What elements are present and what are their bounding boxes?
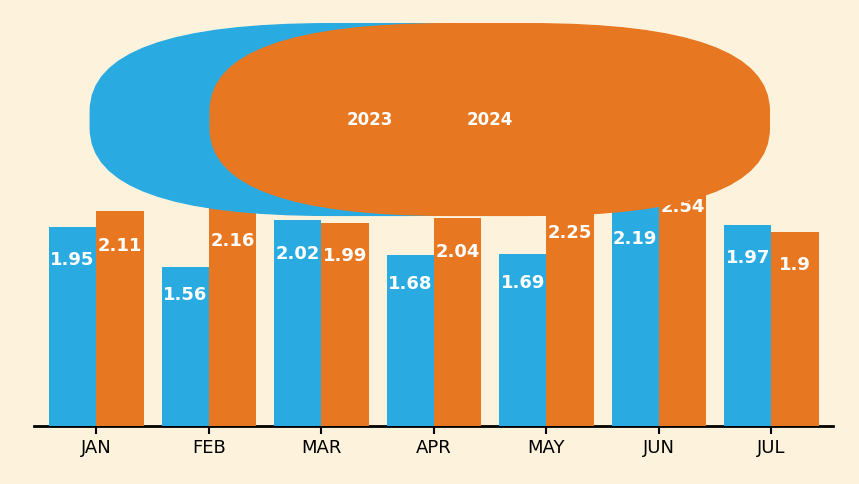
Text: 2.04: 2.04 <box>436 243 479 261</box>
Bar <box>161 267 209 426</box>
Text: In billion $: In billion $ <box>289 91 387 109</box>
Text: 2.19: 2.19 <box>613 229 657 247</box>
Text: 1.99: 1.99 <box>323 247 367 266</box>
Text: 1.69: 1.69 <box>501 274 545 292</box>
Bar <box>96 211 143 426</box>
Bar <box>321 223 369 426</box>
Text: 1.68: 1.68 <box>388 275 432 293</box>
FancyBboxPatch shape <box>210 24 770 215</box>
Title: TREND OF REMITTANCE INFLOW: TREND OF REMITTANCE INFLOW <box>108 89 759 123</box>
Text: 2.54: 2.54 <box>661 198 704 216</box>
Text: 2.16: 2.16 <box>210 232 254 250</box>
Bar <box>434 218 481 426</box>
Bar <box>274 220 321 426</box>
Text: 2.25: 2.25 <box>548 224 592 242</box>
Text: 2.02: 2.02 <box>276 245 320 263</box>
Bar <box>771 232 819 426</box>
Bar <box>724 225 771 426</box>
Text: 1.95: 1.95 <box>51 251 94 269</box>
Bar <box>612 203 659 426</box>
Text: 1.97: 1.97 <box>726 249 770 267</box>
Text: 1.56: 1.56 <box>163 286 207 304</box>
Text: SOURCE:: SOURCE: <box>438 95 504 109</box>
Text: 2024: 2024 <box>466 110 513 129</box>
Bar <box>546 197 594 426</box>
Text: BB: BB <box>485 95 507 109</box>
Bar <box>499 254 546 426</box>
Text: 1.9: 1.9 <box>779 256 811 273</box>
Text: 2.11: 2.11 <box>98 237 142 255</box>
Bar <box>209 206 256 426</box>
Bar <box>659 167 706 426</box>
Bar <box>49 227 96 426</box>
Bar <box>387 255 434 426</box>
FancyBboxPatch shape <box>90 24 649 215</box>
Text: 2023: 2023 <box>347 110 393 129</box>
